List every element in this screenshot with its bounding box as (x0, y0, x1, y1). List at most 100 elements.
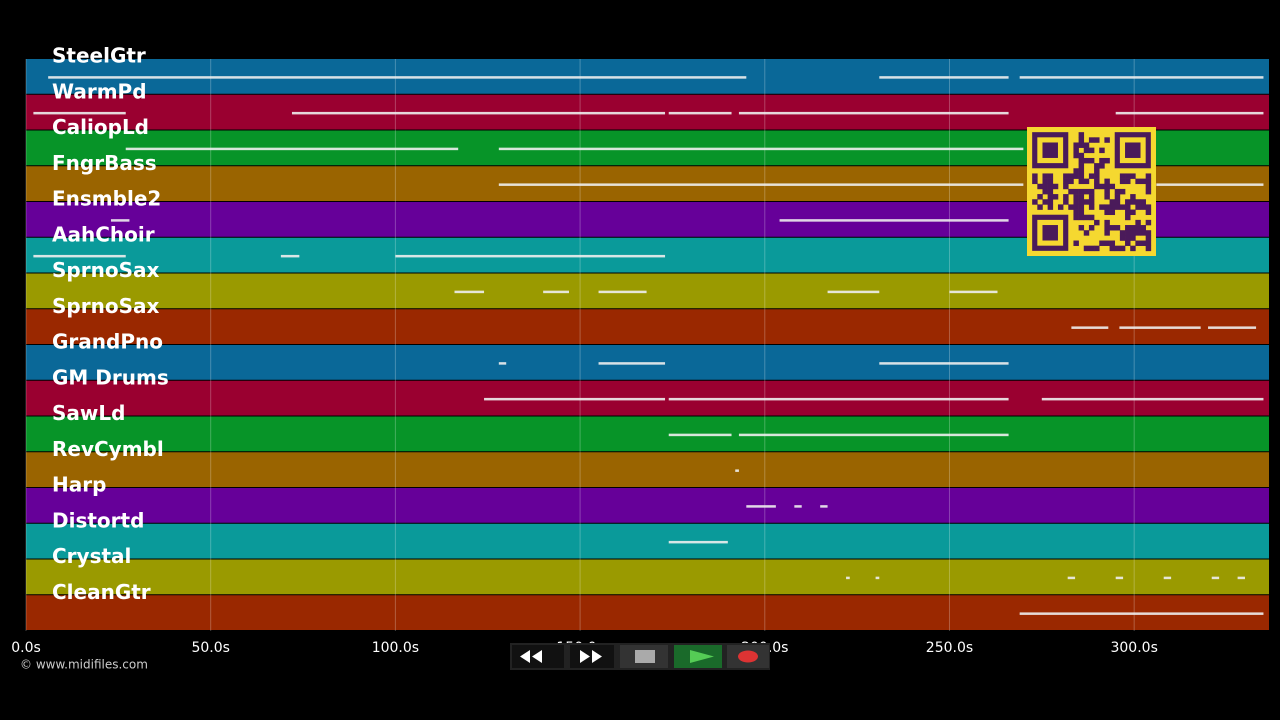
note (125, 147, 459, 151)
qr-module (1104, 204, 1110, 210)
qr-module (1063, 183, 1069, 190)
qr-module (1094, 137, 1100, 143)
qr-module (1088, 194, 1095, 200)
qr-module (1078, 225, 1085, 231)
qr-module (1099, 157, 1105, 164)
note (598, 290, 647, 294)
qr-module (1068, 173, 1074, 179)
qr-module (1083, 214, 1090, 221)
qr-module (1099, 163, 1105, 169)
qr-module (1104, 225, 1110, 231)
qr-module (1047, 173, 1054, 179)
qr-module (1078, 142, 1085, 148)
qr-module (1083, 142, 1090, 148)
note (735, 469, 739, 472)
note (280, 254, 300, 258)
qr-module (1130, 230, 1136, 236)
note (498, 183, 1024, 186)
track-label: WarmPd (52, 79, 147, 103)
qr-module (1088, 157, 1095, 164)
forward-button[interactable] (570, 645, 614, 668)
qr-module (1068, 188, 1074, 195)
qr-module (1130, 235, 1136, 241)
qr-module (1109, 204, 1116, 210)
qr-module (1063, 173, 1069, 179)
qr-module (1130, 209, 1136, 216)
qr-module (1130, 225, 1136, 231)
qr-module (1078, 163, 1085, 169)
credit: © www.midifiles.com (20, 658, 148, 672)
track-label: AahChoir (52, 222, 155, 246)
qr-module (1104, 230, 1110, 236)
qr-module (1104, 183, 1110, 190)
qr-module (1088, 245, 1095, 252)
play-button[interactable] (674, 645, 722, 668)
note (875, 576, 880, 580)
qr-module (1099, 147, 1105, 154)
track-label: FngrBass (52, 151, 157, 175)
stop-button[interactable] (620, 645, 668, 668)
note (794, 505, 802, 508)
note (543, 290, 570, 294)
qr-module (1135, 219, 1141, 226)
qr-module (1042, 183, 1048, 190)
qr-module (1088, 173, 1095, 179)
qr-module (1073, 194, 1079, 200)
note (1115, 111, 1264, 115)
qr-module (1047, 188, 1054, 195)
qr-finder (1042, 142, 1058, 158)
qr-module (1047, 178, 1054, 185)
qr-module (1042, 173, 1048, 179)
qr-module (1104, 194, 1110, 200)
qr-module (1032, 173, 1038, 179)
qr-module (1140, 199, 1146, 205)
qr-module (1094, 183, 1100, 190)
qr-module (1140, 225, 1146, 231)
qr-module (1073, 168, 1079, 174)
qr-module (1088, 214, 1095, 221)
qr-module (1047, 194, 1054, 200)
qr-module (1063, 178, 1069, 185)
note (48, 76, 747, 79)
note (1067, 576, 1076, 580)
track-label: Harp (52, 473, 106, 497)
track-lane (26, 416, 1269, 452)
qr-module (1047, 199, 1054, 205)
qr-module (1130, 194, 1136, 200)
qr-module (1037, 194, 1043, 200)
qr-module (1078, 178, 1085, 185)
rewind-button[interactable] (512, 645, 564, 668)
qr-module (1052, 183, 1059, 190)
qr-module (1104, 178, 1110, 185)
qr-module (1057, 204, 1064, 210)
note (820, 505, 828, 508)
note (1208, 326, 1257, 329)
qr-module (1073, 142, 1079, 148)
qr-module (1140, 230, 1146, 236)
qr-module (1078, 188, 1085, 195)
note (1119, 326, 1201, 329)
qr-module (1114, 204, 1121, 210)
x-tick-label: 250.0s (926, 640, 973, 656)
qr-module (1094, 245, 1100, 252)
qr-module (1078, 199, 1085, 205)
note (668, 433, 732, 437)
record-button[interactable] (727, 645, 769, 668)
qr-module (1140, 204, 1146, 210)
qr-finder (1032, 214, 1069, 251)
qr-module (1104, 219, 1110, 226)
track-label: SawLd (52, 401, 125, 425)
qr-module (1078, 137, 1085, 143)
qr-module (1104, 240, 1110, 246)
track-label: Ensmble2 (52, 187, 161, 211)
x-tick-label: 300.0s (1110, 640, 1157, 656)
qr-module (1135, 240, 1141, 246)
qr-module (1119, 188, 1126, 195)
qr-module (1145, 235, 1152, 241)
qr-module (1130, 173, 1136, 179)
note (598, 362, 666, 365)
track-label: GM Drums (52, 365, 169, 389)
qr-module (1052, 194, 1059, 200)
qr-module (1104, 157, 1110, 164)
